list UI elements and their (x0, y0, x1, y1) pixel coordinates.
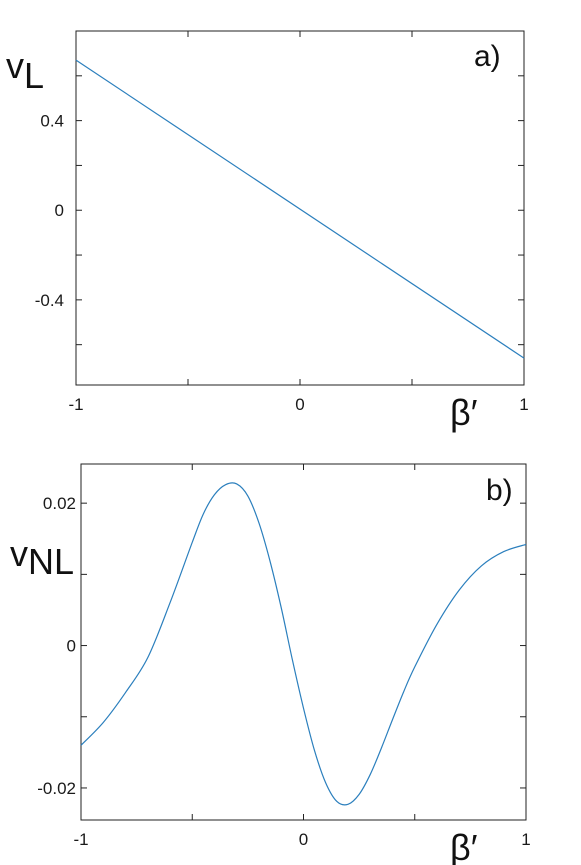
y-tick-label: 0.4 (40, 112, 64, 131)
y-axis-label-main: v (6, 45, 24, 86)
y-axis-label-main: v (10, 533, 28, 574)
y-tick-label: 0 (67, 637, 76, 656)
x-axis-label: β′ (450, 827, 478, 865)
panel-label: a) (474, 40, 501, 73)
panel-b: -1 0 1 0.02 0 -0.02 vNL β′ b) (10, 463, 531, 865)
x-tick-labels: -1 0 1 (73, 830, 530, 849)
y-tick-label: 0 (55, 201, 64, 220)
panel-a: -1 0 1 0.4 0 -0.4 vL β′ a) (6, 30, 529, 433)
x-tick-labels: -1 0 1 (68, 395, 528, 414)
y-tick-labels: 0.4 0 -0.4 (35, 112, 64, 310)
y-axis-label: vNL (10, 533, 74, 582)
panel-label: b) (486, 474, 513, 507)
tick-marks (75, 30, 525, 385)
x-tick-label: 0 (295, 395, 304, 414)
y-tick-labels: 0.02 0 -0.02 (37, 494, 76, 798)
y-tick-label: 0.02 (43, 494, 76, 513)
y-axis-label: vL (6, 45, 44, 96)
x-tick-label: 1 (519, 395, 528, 414)
x-tick-label: -1 (68, 395, 83, 414)
series-line (80, 482, 527, 806)
plot-area-frame (80, 463, 527, 821)
series-line (75, 59, 525, 359)
x-tick-label: -1 (73, 830, 88, 849)
y-tick-label: -0.02 (37, 779, 76, 798)
x-tick-label: 0 (299, 830, 308, 849)
x-axis-label: β′ (450, 392, 478, 433)
y-axis-label-subscript: L (24, 55, 44, 96)
x-tick-label: 1 (521, 830, 530, 849)
plot-area-frame (75, 30, 525, 386)
series-lines (80, 482, 527, 806)
series-lines (75, 59, 525, 359)
y-axis-label-subscript: NL (28, 541, 74, 582)
tick-marks (80, 464, 527, 820)
y-tick-label: -0.4 (35, 291, 64, 310)
